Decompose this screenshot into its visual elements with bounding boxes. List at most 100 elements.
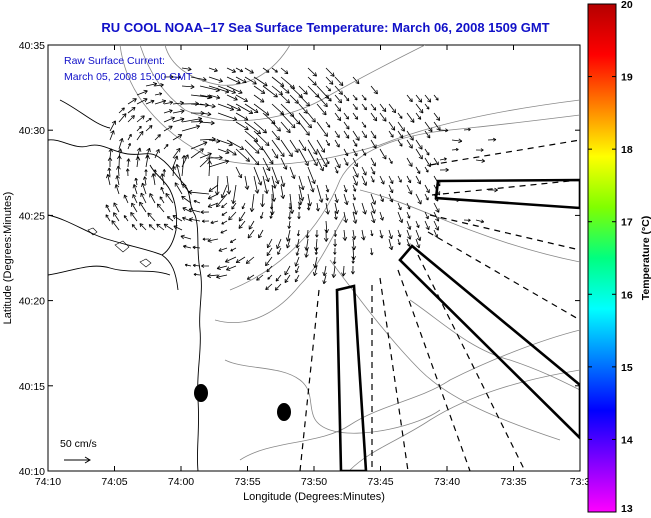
current-vector	[271, 85, 283, 96]
current-vector	[307, 139, 318, 155]
current-vector	[298, 85, 308, 95]
current-vector	[370, 130, 377, 139]
current-vector	[343, 130, 350, 139]
current-vector	[352, 211, 358, 224]
current-vector	[280, 139, 293, 158]
current-vector	[253, 175, 260, 194]
current-vector	[116, 165, 121, 177]
current-vector	[298, 103, 308, 114]
current-vector	[379, 229, 384, 239]
current-vector	[245, 256, 255, 264]
colorbar-tick-label: 14	[621, 434, 633, 446]
current-vector	[298, 112, 312, 129]
current-vector	[463, 127, 471, 132]
current-vector	[352, 148, 358, 157]
current-vector	[256, 274, 264, 281]
current-vector	[343, 193, 349, 206]
current-vector	[451, 147, 459, 152]
current-vector	[172, 109, 185, 114]
current-vector	[451, 198, 460, 203]
current-vector	[127, 98, 137, 105]
current-vector	[270, 202, 274, 210]
current-vector	[297, 211, 301, 220]
current-vector	[127, 115, 135, 123]
current-vector	[352, 130, 360, 141]
colorbar	[587, 3, 617, 513]
current-vector	[397, 229, 402, 238]
current-vector	[424, 157, 431, 168]
current-vector	[379, 193, 384, 203]
x-tick-label: 73:55	[234, 476, 260, 488]
current-vector	[217, 148, 230, 155]
y-tick-label: 40:30	[19, 125, 45, 137]
annotation-line-2: March 05, 2008 15:00 GMT	[64, 71, 193, 83]
current-vector	[280, 112, 296, 129]
current-vector	[307, 67, 317, 77]
current-vector	[107, 157, 113, 168]
current-vector	[163, 116, 175, 123]
current-vector	[275, 274, 282, 282]
current-vector	[151, 173, 156, 186]
current-vector	[439, 167, 449, 172]
current-vector	[424, 94, 432, 103]
x-tick-label: 73:40	[434, 476, 460, 488]
current-vector	[415, 238, 421, 249]
current-vector	[192, 245, 201, 250]
colorbar-ticks: 20 19 18 17 16 15 14 13	[588, 0, 633, 515]
current-vector	[253, 76, 268, 87]
current-vector	[265, 283, 273, 291]
current-vector	[294, 274, 300, 283]
current-vector	[199, 103, 216, 109]
current-vector	[343, 148, 349, 157]
current-vector	[475, 148, 484, 152]
current-vector	[388, 184, 394, 194]
annotation-line-1: Raw Surface Current:	[64, 55, 165, 67]
current-vector	[172, 134, 183, 141]
current-vector	[433, 220, 440, 231]
current-vector	[315, 229, 319, 238]
current-vector	[241, 202, 246, 210]
current-vector	[334, 76, 344, 87]
current-vector	[145, 99, 155, 105]
current-vector	[238, 220, 246, 229]
current-vector	[173, 225, 183, 231]
current-vector	[118, 113, 127, 123]
current-vector	[325, 184, 330, 193]
current-vector	[115, 175, 120, 186]
current-vector	[288, 202, 292, 210]
current-vector	[271, 67, 278, 73]
current-vector	[433, 112, 441, 121]
current-vector	[325, 139, 330, 146]
current-vector	[388, 238, 394, 251]
y-tick-label: 40:15	[19, 381, 45, 393]
current-vector	[316, 184, 324, 203]
current-vector	[235, 148, 250, 162]
current-vector	[307, 148, 318, 167]
current-vector	[277, 247, 282, 255]
current-vector	[267, 274, 273, 280]
current-vector	[388, 103, 397, 114]
current-vector	[225, 256, 237, 263]
current-vector	[221, 202, 228, 209]
x-tick-label: 73:50	[301, 476, 327, 488]
current-vector	[433, 202, 440, 213]
current-vector	[379, 103, 387, 113]
current-vector	[271, 121, 281, 132]
current-vector	[351, 256, 355, 264]
current-vector	[244, 103, 259, 114]
current-vector	[172, 75, 181, 80]
current-vector	[306, 202, 311, 211]
current-vector	[295, 265, 300, 274]
current-vector	[172, 155, 179, 168]
current-vector	[131, 202, 138, 213]
current-vector	[235, 94, 248, 102]
current-vector	[160, 173, 165, 186]
current-vector	[181, 124, 201, 132]
current-vector	[163, 223, 174, 231]
current-vector	[370, 157, 376, 167]
current-vector	[280, 121, 291, 134]
current-vector	[207, 238, 219, 243]
current-vector	[388, 130, 394, 138]
current-vector	[127, 133, 132, 141]
